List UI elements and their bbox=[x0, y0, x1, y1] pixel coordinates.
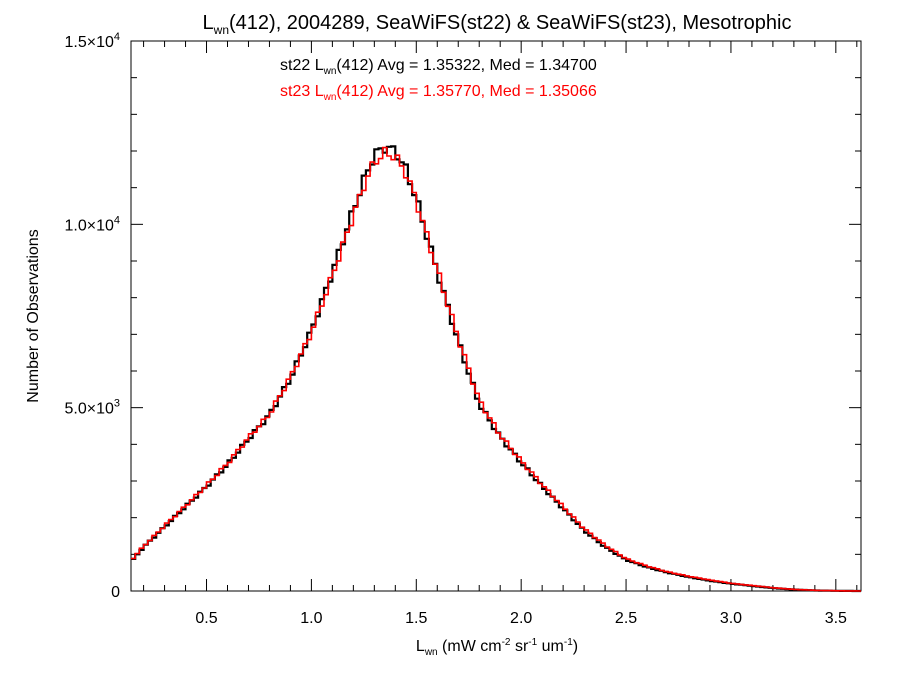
x-axis-label-sup1: -2 bbox=[502, 637, 511, 648]
x-axis-label-rest4: ) bbox=[573, 638, 578, 655]
x-tick-label: 1.5 bbox=[405, 610, 427, 627]
x-tick-label: 3.0 bbox=[720, 610, 742, 627]
x-tick-label: 1.0 bbox=[300, 610, 322, 627]
series-layer bbox=[131, 145, 861, 593]
x-axis-label: Lwn (mW cm-2 sr-1 um-1) bbox=[416, 637, 578, 658]
y-tick-label: 1.0×104 bbox=[64, 214, 120, 234]
chart-title-sub: wn bbox=[213, 23, 229, 37]
x-axis-label-sup2: -1 bbox=[528, 637, 537, 648]
series-line-st22 bbox=[131, 145, 861, 593]
annotation-st22-sub: wn bbox=[323, 66, 337, 77]
y-tick-label: 1.5×104 bbox=[64, 31, 120, 51]
plot-frame bbox=[130, 40, 862, 592]
annotation-st23-sub: wn bbox=[323, 92, 337, 103]
x-axis-label-main: L bbox=[416, 638, 425, 655]
y-axis-label: Number of Observations bbox=[25, 229, 42, 402]
annotation-st23: st23 Lwn(412) Avg = 1.35770, Med = 1.350… bbox=[280, 83, 597, 103]
chart-title: Lwn(412), 2004289, SeaWiFS(st22) & SeaWi… bbox=[203, 12, 792, 37]
x-axis-label-rest1: (mW cm bbox=[438, 638, 502, 655]
annotation-st22-pre: st22 L bbox=[280, 57, 324, 74]
chart-title-rest: (412), 2004289, SeaWiFS(st22) & SeaWiFS(… bbox=[229, 12, 791, 34]
annotation-st23-pre: st23 L bbox=[280, 83, 324, 100]
annotation-st23-post: (412) Avg = 1.35770, Med = 1.35066 bbox=[336, 83, 596, 100]
x-tick-label: 0.5 bbox=[195, 610, 217, 627]
x-tick-label: 3.5 bbox=[825, 610, 847, 627]
y-tick-label: 5.0×103 bbox=[64, 398, 120, 418]
annotation-st22: st22 Lwn(412) Avg = 1.35322, Med = 1.347… bbox=[280, 57, 597, 77]
y-tick-label: 0 bbox=[111, 584, 120, 601]
x-tick-label: 2.5 bbox=[615, 610, 637, 627]
x-axis-label-sup3: -1 bbox=[564, 637, 573, 648]
series-line-st23 bbox=[131, 146, 861, 592]
x-tick-label: 2.0 bbox=[510, 610, 532, 627]
x-axis-label-rest3: um bbox=[537, 638, 564, 655]
chart-title-main: L bbox=[203, 12, 214, 34]
x-axis-label-sub: wn bbox=[424, 647, 438, 658]
annotation-st22-post: (412) Avg = 1.35322, Med = 1.34700 bbox=[336, 57, 596, 74]
axes: 0.5 1.0 1.5 2.0 2.5 3.0 3.5 0 5.0×103 1.0×104 1.5×… bbox=[64, 31, 861, 627]
x-axis-label-rest2: sr bbox=[511, 638, 529, 655]
